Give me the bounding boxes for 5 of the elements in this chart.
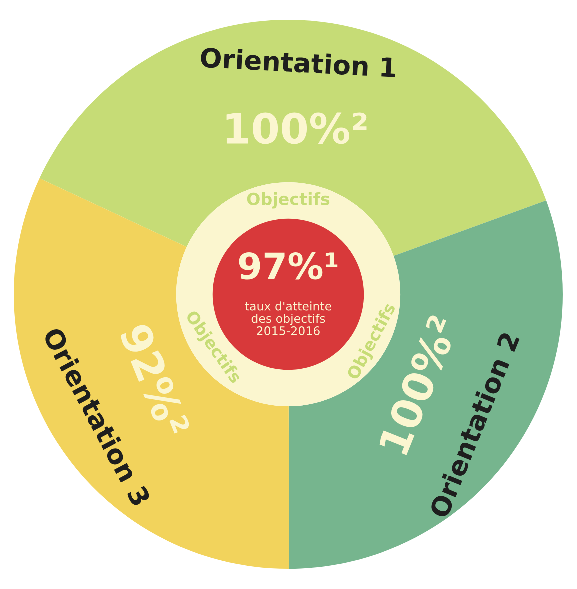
text: Objectifs [247, 192, 330, 209]
text: taux d'atteinte des objectifs 2015-2016 [245, 302, 332, 336]
text: 100%² [226, 112, 367, 144]
text: 97%¹ [239, 252, 338, 280]
slice-label: Orientation 1 [200, 47, 396, 78]
